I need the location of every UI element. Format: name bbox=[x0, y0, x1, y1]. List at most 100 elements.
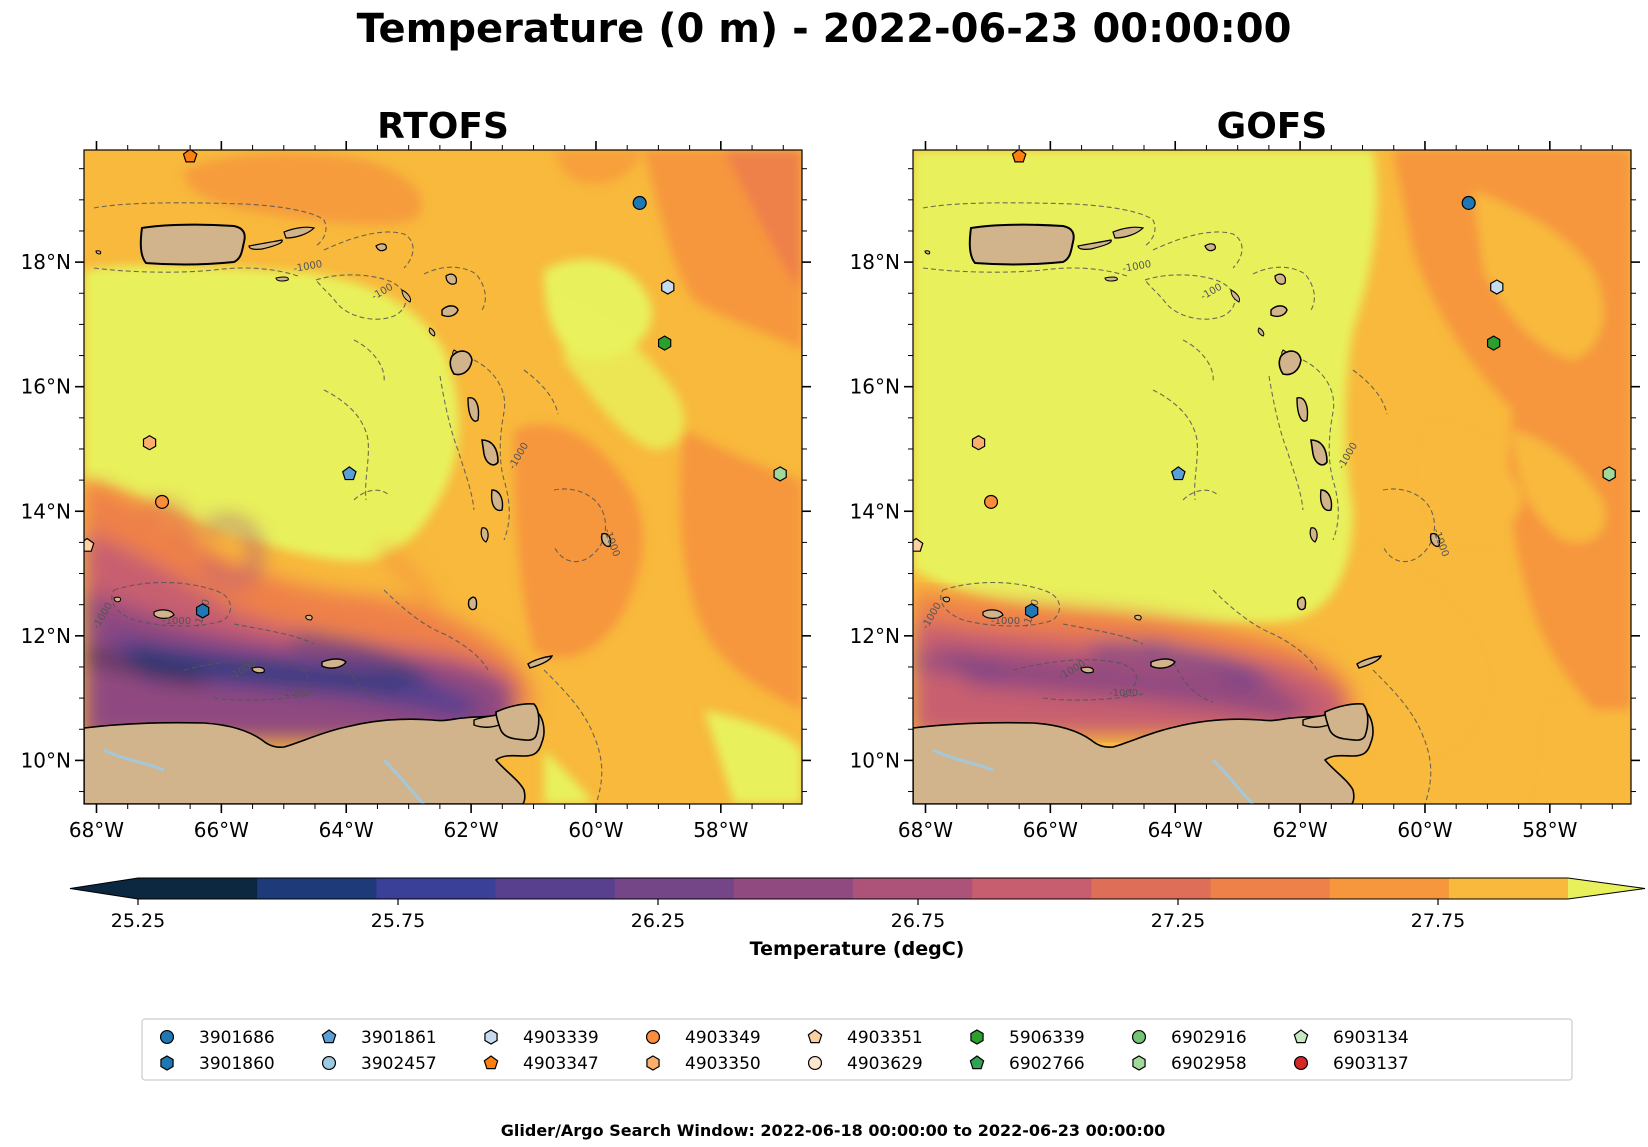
legend-marker-4903629 bbox=[807, 1055, 823, 1071]
rtofs-title: RTOFS bbox=[377, 106, 509, 147]
colorbar-tick-label: 25.25 bbox=[111, 910, 165, 932]
x-tick-label: 58°W bbox=[693, 818, 748, 842]
float-marker-4903347 bbox=[1011, 150, 1027, 163]
gofs-panel: GOFS bbox=[850, 106, 1640, 842]
legend-marker-3901686 bbox=[159, 1029, 175, 1045]
float-legend: 3901686 3901860 3901861 3902457 4903339 49033… bbox=[159, 1028, 1409, 1074]
y-tick-label: 14°N bbox=[21, 499, 71, 523]
legend-label: 4903347 bbox=[523, 1054, 599, 1074]
legend-label: 3901686 bbox=[199, 1028, 275, 1048]
legend-marker-4903350 bbox=[646, 1055, 660, 1071]
float-marker-4903347 bbox=[182, 150, 198, 163]
y-tick-label: 16°N bbox=[850, 375, 900, 399]
y-tick-label: 10°N bbox=[850, 748, 900, 772]
colorbar-segment bbox=[853, 878, 974, 899]
y-tick-label: 14°N bbox=[850, 499, 900, 523]
x-tick-label: 58°W bbox=[1522, 818, 1577, 842]
rtofs-panel: RTOFS bbox=[21, 106, 811, 842]
x-tick-label: 60°W bbox=[568, 818, 623, 842]
gofs-title: GOFS bbox=[1217, 106, 1328, 147]
float-marker-5906339 bbox=[657, 335, 672, 351]
legend-marker-4903347 bbox=[483, 1055, 499, 1070]
gofs-axes: 68°W 66°W 64°W 62°W 60°W 58°W 18°N 16°N 14°N 12°N… bbox=[850, 141, 1640, 842]
x-tick-label: 68°W bbox=[898, 818, 953, 842]
float-marker-3901686 bbox=[1461, 195, 1476, 210]
legend-marker-6902958 bbox=[1132, 1055, 1146, 1071]
colorbar-tick-label: 27.75 bbox=[1411, 910, 1465, 932]
colorbar-segment bbox=[495, 878, 616, 899]
float-marker-4903351 bbox=[84, 537, 95, 552]
search-window-footer: Glider/Argo Search Window: 2022-06-18 00… bbox=[501, 1121, 1165, 1140]
colorbar-tick-label: 27.25 bbox=[1151, 910, 1205, 932]
colorbar: 25.25 25.75 26.25 26.75 27.25 27.75 bbox=[69, 877, 1646, 932]
rtofs-map[interactable]: -1000-100-1000-1000-1000-1000-1000-1000-… bbox=[80, 149, 802, 804]
colorbar-segment bbox=[138, 878, 259, 899]
legend-label: 6902916 bbox=[1171, 1028, 1247, 1048]
legend-label: 3901861 bbox=[361, 1028, 437, 1048]
contour-label: -1000 bbox=[280, 688, 309, 699]
contour-label: -1000 bbox=[162, 616, 191, 627]
legend-label: 3902457 bbox=[361, 1054, 437, 1074]
x-tick-label: 64°W bbox=[319, 818, 374, 842]
legend-marker-4903349 bbox=[645, 1029, 661, 1045]
x-tick-label: 66°W bbox=[194, 818, 249, 842]
colorbar-tick-label: 26.25 bbox=[631, 910, 685, 932]
rtofs-axes: 68°W 66°W 64°W 62°W 60°W 58°W 18°N 16°N 14°N 12°N… bbox=[21, 141, 811, 842]
colorbar-under-extension bbox=[70, 878, 138, 899]
colorbar-label: Temperature (degC) bbox=[750, 938, 965, 960]
legend-marker-3901861 bbox=[321, 1029, 337, 1044]
y-tick-label: 16°N bbox=[21, 375, 71, 399]
colorbar-segment bbox=[1329, 878, 1450, 899]
legend-marker-5906339 bbox=[970, 1029, 984, 1045]
gofs-map[interactable]: -1000-100-1000-1000-1000-1000-1000-1000-… bbox=[909, 149, 1631, 804]
legend-marker-4903339 bbox=[484, 1029, 498, 1045]
colorbar-segment bbox=[972, 878, 1093, 899]
float-marker-3901861 bbox=[341, 466, 357, 481]
contour-label: -1000 bbox=[1122, 259, 1153, 275]
y-tick-label: 18°N bbox=[21, 250, 71, 274]
rtofs-float-markers bbox=[84, 150, 787, 619]
x-tick-label: 62°W bbox=[1272, 818, 1327, 842]
float-marker-6902958 bbox=[1602, 466, 1616, 482]
legend-label: 4903349 bbox=[685, 1028, 761, 1048]
float-marker-4903350 bbox=[142, 435, 157, 451]
float-marker-3901860 bbox=[195, 603, 210, 619]
float-marker-3901861 bbox=[1170, 466, 1186, 481]
float-marker-3901686 bbox=[632, 195, 647, 210]
legend-marker-3902457 bbox=[321, 1055, 337, 1071]
legend-label: 6902766 bbox=[1009, 1054, 1085, 1074]
y-tick-label: 18°N bbox=[850, 250, 900, 274]
legend-label: 4903339 bbox=[523, 1028, 599, 1048]
legend-box bbox=[141, 1018, 1573, 1081]
colorbar-tick-label: 25.75 bbox=[371, 910, 425, 932]
y-tick-label: 12°N bbox=[850, 624, 900, 648]
legend-marker-6903134 bbox=[1293, 1029, 1309, 1044]
colorbar-segment bbox=[733, 878, 854, 899]
legend-label: 4903351 bbox=[847, 1028, 923, 1048]
contour-label: -1000 bbox=[991, 616, 1020, 627]
legend-marker-6903137 bbox=[1293, 1055, 1309, 1071]
y-tick-label: 10°N bbox=[21, 748, 71, 772]
legend-label: 4903350 bbox=[685, 1054, 761, 1074]
legend-label: 5906339 bbox=[1009, 1028, 1085, 1048]
contour-label: -1000 bbox=[1109, 688, 1138, 699]
contour-label: -1000 bbox=[293, 259, 324, 275]
x-tick-label: 64°W bbox=[1148, 818, 1203, 842]
colorbar-segment bbox=[1448, 878, 1569, 899]
legend-label: 4903629 bbox=[847, 1054, 923, 1074]
figure-title: Temperature (0 m) - 2022-06-23 00:00:00 bbox=[357, 6, 1292, 52]
float-marker-4903339 bbox=[661, 279, 675, 295]
colorbar-segment bbox=[257, 878, 378, 899]
float-marker-4903339 bbox=[1490, 279, 1504, 295]
gofs-float-markers bbox=[913, 150, 1616, 619]
y-tick-label: 12°N bbox=[21, 624, 71, 648]
legend-label: 6902958 bbox=[1171, 1054, 1247, 1074]
colorbar-segment bbox=[1210, 878, 1331, 899]
x-tick-label: 66°W bbox=[1023, 818, 1078, 842]
legend-label: 6903137 bbox=[1333, 1054, 1409, 1074]
legend-marker-6902766 bbox=[969, 1055, 985, 1070]
legend-label: 3901860 bbox=[199, 1054, 275, 1074]
float-marker-4903349 bbox=[155, 494, 170, 509]
legend-marker-6902916 bbox=[1131, 1029, 1147, 1045]
